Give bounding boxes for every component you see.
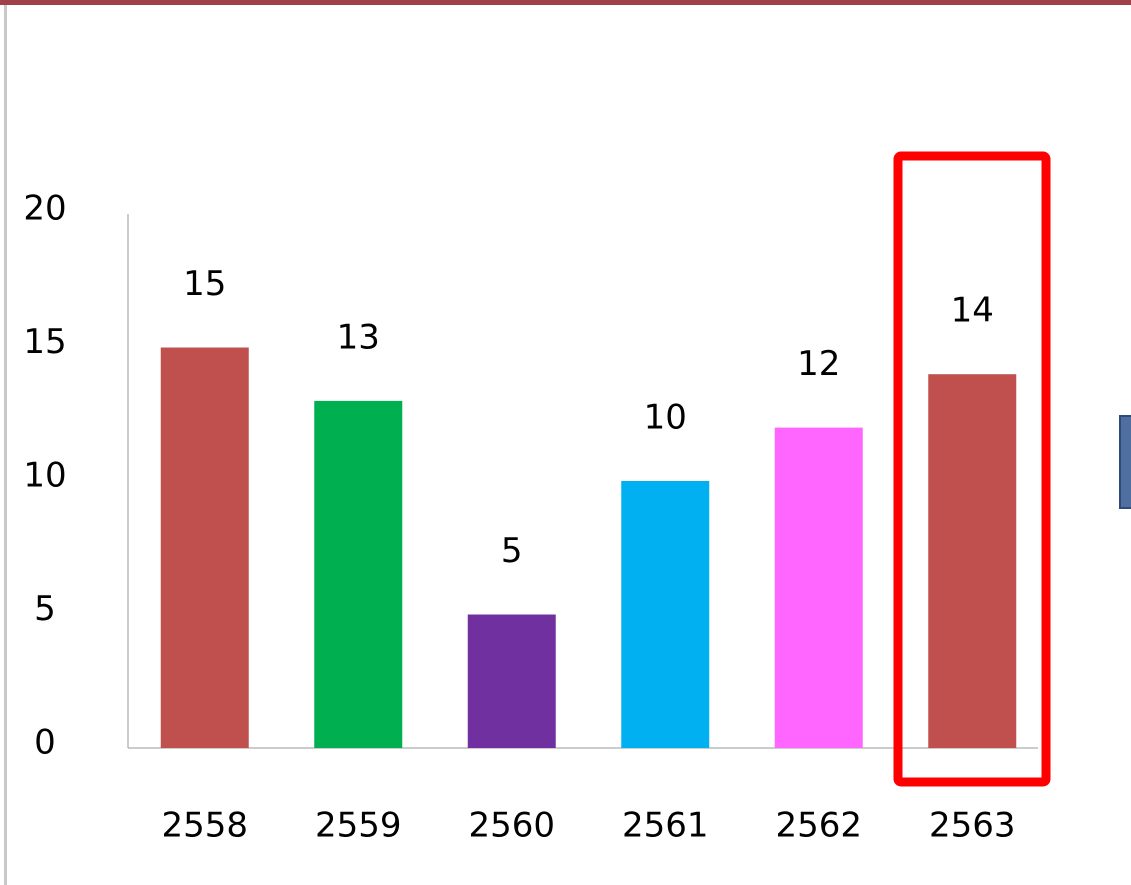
top-border [0,0,1131,5]
x-tick-label: 2560 [468,806,555,846]
y-tick-label: 20 [23,189,66,229]
value-label: 10 [644,398,687,438]
value-label: 12 [797,344,840,384]
y-tick-label: 15 [23,322,66,362]
y-tick-label: 10 [23,456,66,496]
y-tick-label: 0 [34,723,56,763]
value-label: 5 [501,531,523,571]
x-tick-label: 2561 [622,806,709,846]
side-widget [1119,415,1131,509]
bar [467,614,556,748]
x-tick-label: 2563 [929,806,1016,846]
plot-area: 0 5 10 15 20 2558 15 2559 13 2560 5 2561 10 2562 12 256… [23,189,1038,846]
bar [314,400,403,748]
left-border [4,5,7,885]
x-tick-label: 2562 [775,806,862,846]
x-tick-label: 2559 [315,806,402,846]
bar [621,481,710,748]
x-tick-label: 2558 [161,806,248,846]
bar [160,347,249,748]
value-label: 14 [951,291,994,331]
y-tick-label: 5 [34,589,56,629]
highlight-box [893,151,1051,787]
bar [774,427,863,748]
value-label: 15 [183,264,226,304]
value-label: 13 [337,317,380,357]
bar [928,374,1017,748]
